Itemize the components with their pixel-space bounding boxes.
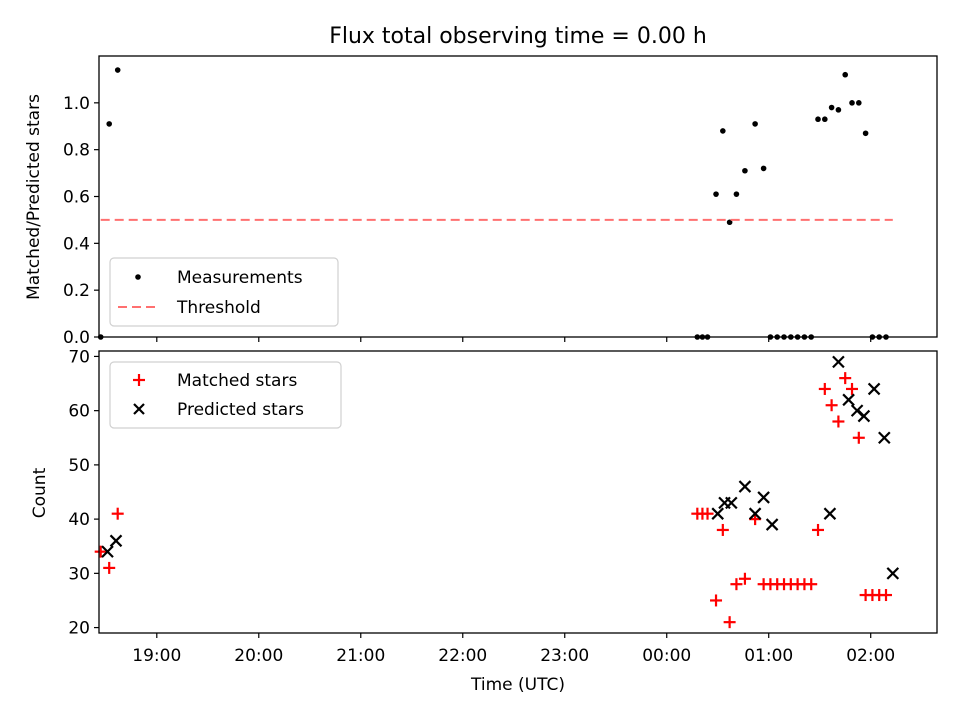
matched-star-point: [852, 431, 865, 444]
count-legend-box: [109, 361, 342, 429]
measurement-point: [733, 191, 740, 197]
measurement-point: [713, 191, 719, 197]
predicted-star-point: [867, 382, 881, 396]
predicted-star-point: [823, 507, 837, 520]
x-tick-label: 21:00: [336, 646, 385, 666]
predicted-star-point: [109, 534, 123, 548]
legend-predicted-marker: [133, 403, 145, 415]
matched-star-point: [730, 578, 743, 591]
x-tick-label: 22:00: [438, 646, 487, 666]
ratio-y-ticks: 0.0 0.2 0.4 0.6 0.8 1.0: [63, 94, 99, 348]
count-y-axis-label: Count: [30, 467, 50, 518]
predicted-star-point: [711, 507, 725, 520]
matched-star-point: [103, 561, 116, 574]
measurement-point: [849, 100, 855, 106]
ratio-y-tick-label: 0.2: [63, 281, 90, 301]
measurement-point: [862, 130, 869, 137]
measurement-point: [822, 116, 828, 123]
matched-star-point: [805, 578, 818, 591]
x-tick-label: 01:00: [744, 646, 793, 666]
predicted-star-point: [725, 496, 738, 510]
matched-star-point: [723, 616, 736, 629]
count-marks: [94, 355, 900, 629]
legend-matched-marker: [133, 374, 145, 386]
count-panel: 20 30 40 50 60 70 19:00 20:00 21:00 22:00 23:00 00…: [30, 347, 938, 695]
x-tick-label: 20:00: [234, 646, 283, 666]
matched-star-point: [825, 399, 838, 412]
x-tick-label: 19:00: [132, 646, 181, 666]
ratio-legend: Measurements Threshold: [109, 257, 339, 327]
measurement-point: [828, 104, 835, 111]
legend-measurements-label: Measurements: [177, 268, 303, 288]
count-y-ticks: 20 30 40 50 60 70: [68, 347, 99, 639]
predicted-star-point: [738, 480, 752, 493]
ratio-y-tick-label: 0.8: [63, 141, 90, 161]
measurement-point: [835, 107, 842, 113]
measurement-point: [856, 100, 862, 106]
ratio-y-tick-label: 0.4: [63, 234, 90, 254]
count-y-tick-label: 20: [68, 619, 90, 639]
measurement-point: [742, 167, 748, 174]
x-tick-label: 02:00: [846, 646, 895, 666]
measurement-point: [752, 121, 758, 127]
measurement-point: [760, 165, 767, 172]
matched-star-point: [812, 523, 825, 536]
matched-star-point: [701, 507, 714, 520]
matched-star-point: [846, 382, 859, 395]
legend-matched-label: Matched stars: [177, 371, 297, 391]
count-legend: Matched stars Predicted stars: [109, 361, 342, 429]
matched-star-point: [111, 507, 124, 520]
predicted-star-point: [878, 431, 891, 445]
ratio-legend-box: [109, 257, 339, 327]
chart-title: Flux total observing time = 0.00 h: [329, 24, 707, 49]
count-y-tick-label: 70: [68, 347, 90, 367]
predicted-star-point: [101, 545, 114, 558]
matched-star-point: [839, 372, 852, 385]
ratio-y-tick-label: 0.6: [63, 188, 90, 208]
measurement-point: [815, 116, 821, 123]
legend-threshold-label: Threshold: [176, 298, 261, 318]
count-x-ticks: 19:00 20:00 21:00 22:00 23:00 00:00 01:00 02:00: [132, 633, 895, 666]
predicted-star-point: [765, 518, 779, 531]
x-tick-label: 23:00: [540, 646, 589, 666]
ratio-y-axis-label: Matched/Predicted stars: [24, 94, 44, 300]
measurement-point: [114, 67, 121, 73]
matched-star-point: [738, 572, 751, 585]
ratio-marks: [97, 67, 893, 340]
ratio-y-tick-label: 0.0: [63, 328, 90, 348]
matched-star-point: [94, 545, 107, 558]
ratio-y-tick-label: 1.0: [63, 94, 90, 114]
matched-star-point: [832, 415, 845, 428]
matched-star-point: [818, 382, 831, 395]
matched-star-point: [710, 594, 723, 607]
matched-star-point: [880, 589, 893, 602]
legend-measurements-marker: [135, 274, 141, 280]
predicted-star-point: [832, 355, 845, 369]
legend-predicted-label: Predicted stars: [177, 400, 304, 420]
measurement-point: [842, 71, 849, 78]
measurement-point: [106, 121, 112, 127]
x-axis-label: Time (UTC): [470, 675, 565, 695]
ratio-x-ticks: [156, 337, 872, 342]
predicted-star-point: [842, 393, 855, 407]
count-y-tick-label: 50: [68, 456, 90, 476]
measurement-point: [720, 128, 726, 134]
count-y-tick-label: 60: [68, 402, 90, 422]
ratio-panel: 0.0 0.2 0.4 0.6 0.8 1.0 Matched/Predicted sta…: [24, 55, 938, 348]
predicted-star-point: [886, 567, 900, 580]
predicted-star-point: [857, 409, 871, 423]
count-y-tick-label: 40: [68, 510, 90, 530]
x-tick-label: 00:00: [642, 646, 691, 666]
matched-star-point: [716, 523, 729, 536]
predicted-star-point: [757, 491, 770, 504]
count-y-tick-label: 30: [68, 564, 90, 584]
predicted-star-point: [748, 507, 762, 520]
count-plot-frame: [98, 350, 938, 634]
